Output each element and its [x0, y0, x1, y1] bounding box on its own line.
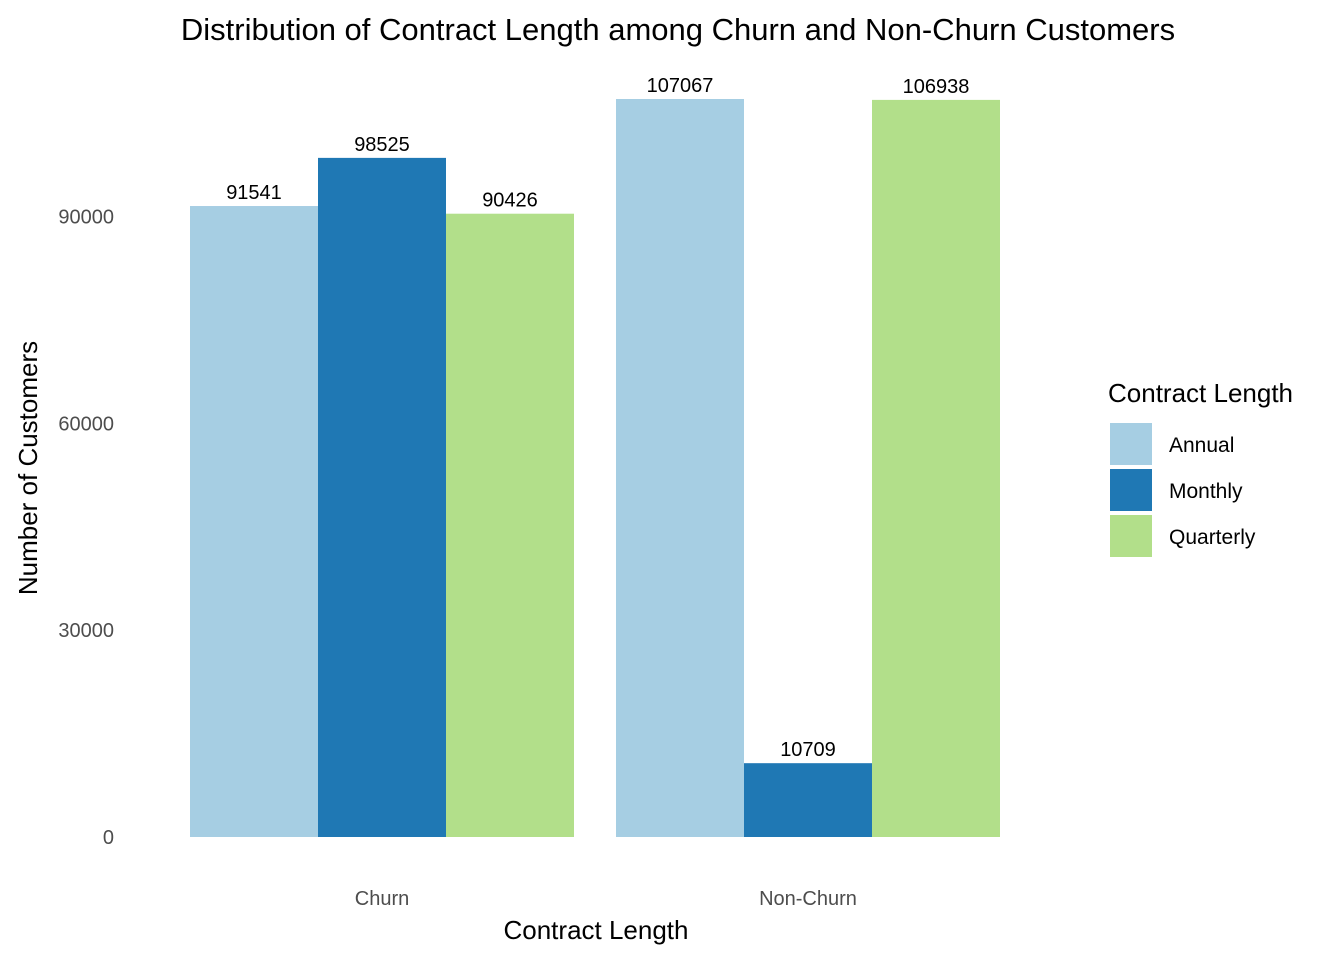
legend-swatch-quarterly: [1110, 515, 1152, 557]
legend: Contract Length Annual Monthly Quarterly: [1108, 378, 1293, 557]
x-tick-label: Churn: [355, 888, 409, 910]
y-tick-label: 0: [103, 827, 114, 849]
bar-value-label: 91541: [226, 182, 282, 204]
x-axis-ticks: Churn Non-Churn: [355, 888, 857, 910]
y-tick-label: 30000: [58, 620, 114, 642]
y-tick-label: 60000: [58, 413, 114, 435]
bar-value-label: 90426: [482, 190, 538, 212]
bar-non-churn-monthly: [744, 763, 872, 837]
legend-title: Contract Length: [1108, 378, 1293, 408]
bar-non-churn-quarterly: [872, 99, 1000, 838]
legend-label-annual: Annual: [1169, 434, 1234, 457]
bar-churn-monthly: [318, 157, 446, 838]
x-tick-label: Non-Churn: [759, 888, 857, 910]
legend-swatch-annual: [1110, 423, 1152, 465]
legend-label-monthly: Monthly: [1169, 480, 1243, 503]
y-axis-ticks: 0 30000 60000 90000: [58, 207, 114, 849]
bars: [190, 99, 1000, 838]
bar-value-label: 106938: [903, 76, 970, 98]
bar-value-label: 107067: [647, 75, 714, 97]
bar-churn-annual: [190, 206, 318, 837]
bar-value-label: 98525: [354, 134, 410, 156]
chart-title: Distribution of Contract Length among Ch…: [181, 12, 1175, 47]
x-axis-title: Contract Length: [503, 915, 688, 945]
bar-non-churn-annual: [616, 99, 744, 837]
legend-swatch-monthly: [1110, 469, 1152, 511]
y-axis-title: Number of Customers: [13, 341, 43, 595]
bar-value-labels: 91541 98525 90426 107067 10709 106938: [226, 75, 969, 761]
legend-items: Annual Monthly Quarterly: [1110, 423, 1256, 557]
bar-churn-quarterly: [446, 213, 574, 838]
y-tick-label: 90000: [58, 207, 114, 229]
bar-value-label: 10709: [780, 739, 836, 761]
legend-label-quarterly: Quarterly: [1169, 526, 1256, 549]
